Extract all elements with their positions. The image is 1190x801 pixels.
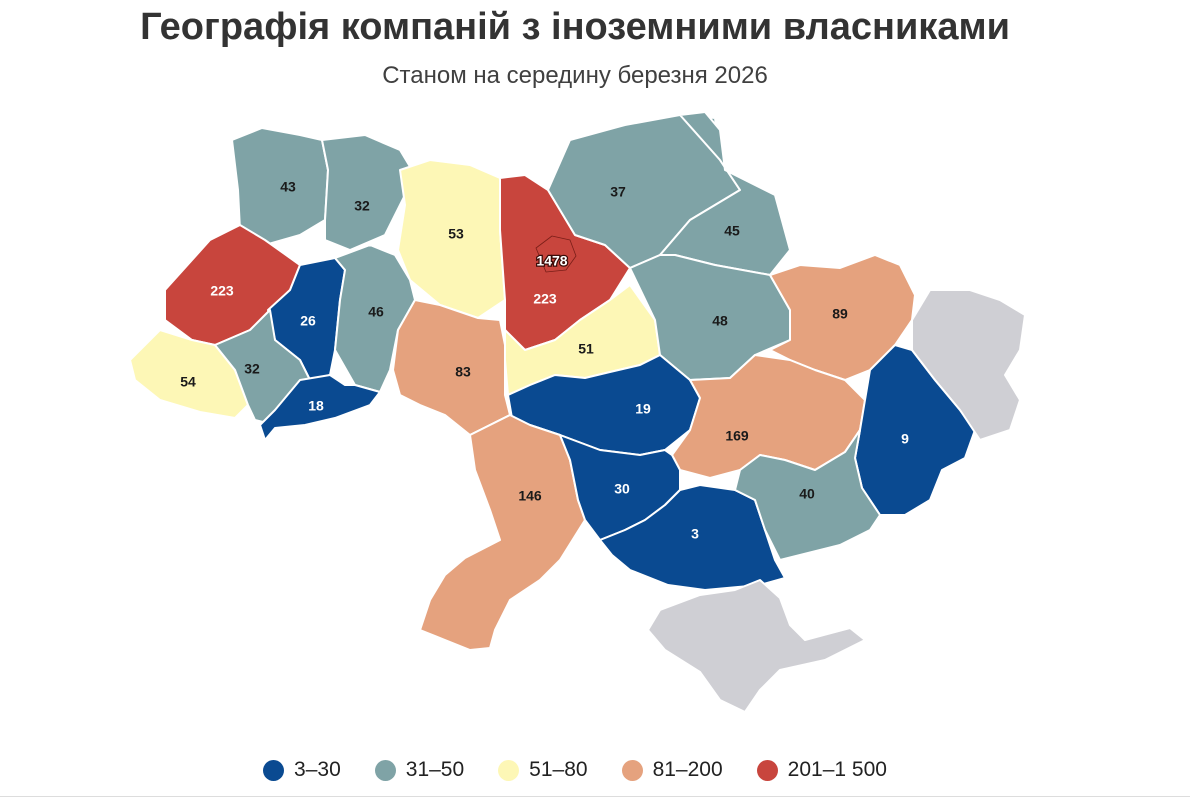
legend-label: 81–200 (652, 758, 723, 781)
region-value-label: 26 (300, 313, 316, 329)
legend-label: 201–1 500 (787, 758, 887, 781)
legend-swatch (498, 759, 520, 781)
legend-item-3-30: 3–30 (263, 758, 341, 782)
region-value-label: 40 (799, 486, 815, 502)
region-value-label: 18 (308, 398, 324, 414)
region-value-label: 37 (610, 184, 626, 200)
region-Рівненська (321, 134, 416, 251)
legend-item-51-80: 51–80 (498, 758, 588, 782)
ukraine-choropleth-map: 43 32 53 223 37 45 223 26 46 54 32 18 83 51 48 89 19 169 9… (129, 111, 1026, 713)
bottom-divider (0, 796, 1190, 797)
region-value-label: 83 (455, 364, 471, 380)
region-Житомирська (397, 159, 506, 319)
legend-label: 51–80 (529, 758, 588, 781)
region-Хмельницька (334, 244, 416, 393)
region-value-label: 30 (614, 481, 630, 497)
region-value-label: 45 (724, 223, 740, 239)
region-value-label: 3 (691, 526, 699, 542)
region-value-label: 51 (578, 341, 594, 357)
region-value-label: 43 (280, 179, 296, 195)
legend-swatch (374, 759, 396, 781)
legend-item-31-50: 31–50 (374, 758, 465, 782)
region-value-label: 48 (712, 313, 728, 329)
region-value-label: 9 (901, 431, 909, 447)
legend-swatch (621, 759, 643, 781)
region-value-label: 53 (448, 226, 464, 242)
region-value-label: 32 (354, 198, 370, 214)
legend-item-81-200: 81–200 (621, 758, 723, 782)
region-value-label: 1478 (536, 253, 567, 269)
legend-item-201-1500: 201–1 500 (756, 758, 887, 782)
map-subtitle: Станом на середину березня 2026 (382, 62, 768, 89)
region-value-label: 223 (210, 283, 234, 299)
region-value-label: 223 (533, 291, 557, 307)
legend-swatch (756, 759, 778, 781)
region-value-label: 46 (368, 304, 384, 320)
region-value-label: 19 (635, 401, 651, 417)
region-м. Київ (535, 235, 577, 273)
legend-swatch (263, 759, 285, 781)
region-Луганська (911, 289, 1026, 441)
map-title: Географія компаній з іноземними власника… (140, 6, 1010, 48)
region-Одеська (419, 414, 586, 651)
region-value-label: 146 (518, 488, 542, 504)
region-value-label: 169 (725, 428, 749, 444)
region-value-label: 32 (244, 361, 260, 377)
legend-label: 31–50 (405, 758, 465, 781)
legend-label: 3–30 (294, 758, 341, 781)
map-legend: 3–30 31–50 51–80 81–200 201–1 500 (0, 758, 1150, 782)
region-Чернівецька (259, 374, 381, 441)
region-Вінницька (392, 299, 511, 436)
region-value-label: 89 (832, 306, 848, 322)
region-Запорізька (734, 429, 881, 561)
region-АР Крим (647, 579, 866, 713)
region-value-label: 54 (180, 374, 196, 390)
